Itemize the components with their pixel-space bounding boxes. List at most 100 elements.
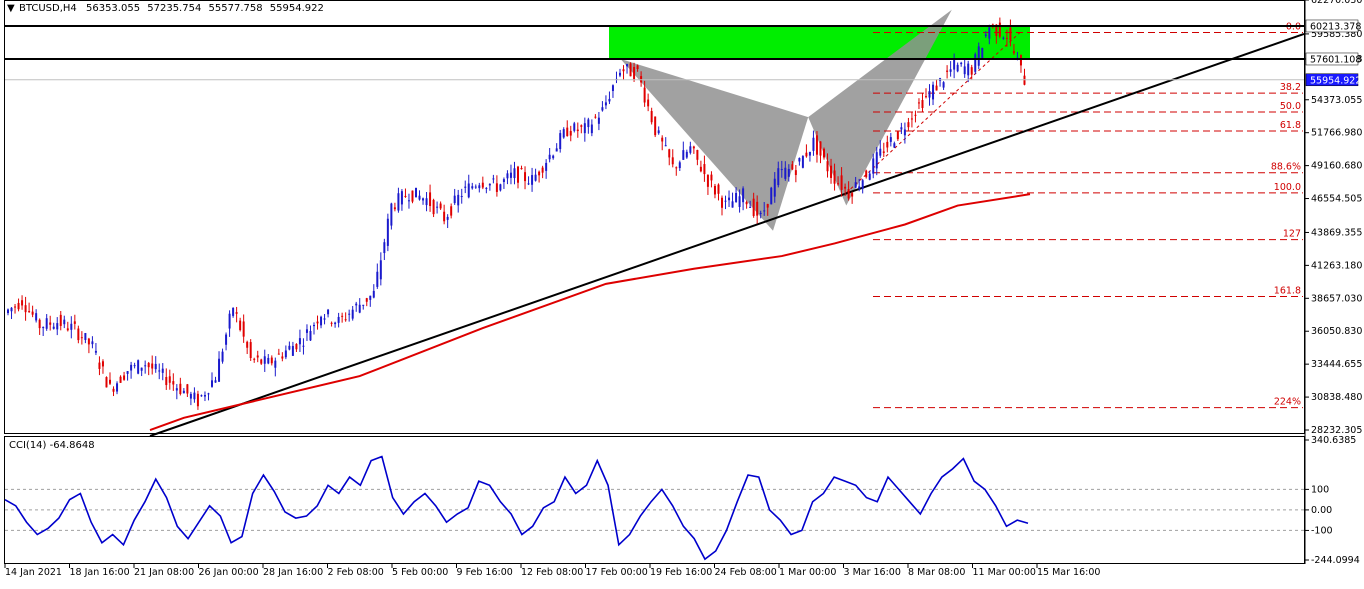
time-tick-label-10: 19 Feb 16:00 (650, 567, 712, 578)
candle-body (175, 388, 178, 391)
candle-body (921, 100, 924, 109)
price-tick-label-7: 43869.355 (1311, 227, 1362, 238)
cci-line (4, 455, 1029, 561)
time-tick-label-11: 24 Feb 08:00 (715, 567, 777, 578)
candle-body (123, 375, 126, 380)
candles-layer (7, 17, 1026, 410)
candle-body (341, 315, 344, 317)
candle-body (263, 356, 266, 364)
candle-body (383, 242, 386, 254)
candle-body (875, 152, 878, 169)
candle-body (327, 309, 330, 315)
candle-body (963, 66, 966, 75)
candle-body (932, 84, 935, 100)
candle-body (390, 203, 393, 226)
candle-body (21, 300, 24, 306)
candle-body (925, 96, 927, 98)
candle-body (742, 188, 745, 203)
candle-body (766, 204, 769, 208)
candle-body (886, 141, 889, 148)
candle-body (179, 383, 182, 394)
candle-body (1005, 37, 1008, 39)
candle-body (84, 333, 87, 340)
candle-body (218, 358, 221, 382)
candle-body (794, 170, 797, 176)
symbol-dropdown-icon[interactable]: ▼ (7, 3, 15, 14)
candle-body (140, 367, 143, 371)
candle-body (151, 363, 154, 369)
candle-body (481, 182, 484, 188)
candle-body (256, 355, 259, 358)
candle-body (879, 148, 882, 156)
price-tick-label-5: 49160.680 (1311, 161, 1362, 172)
candle-body (812, 137, 815, 151)
candle-body (130, 364, 133, 371)
candle-body (823, 148, 825, 158)
price-tags-layer: 60213.378 57601.108 55954.922 (1305, 19, 1361, 86)
candle-body (601, 107, 604, 111)
candle-body (260, 359, 263, 364)
cci-tick-label-0: 340.6385 (1311, 435, 1356, 446)
time-tick-label-14: 8 Mar 08:00 (908, 567, 965, 578)
candle-body (274, 360, 277, 368)
candle-body (833, 170, 836, 184)
candle-body (981, 47, 984, 60)
candle-body (203, 395, 206, 397)
candle-body (439, 203, 442, 209)
price-tick-label-6: 46554.505 (1311, 194, 1362, 205)
candle-body (756, 201, 759, 216)
candle-body (193, 392, 196, 400)
candle-body (541, 167, 544, 173)
candle-body (66, 328, 69, 331)
candle-body (488, 183, 491, 186)
candle-body (728, 197, 731, 201)
candle-body (228, 313, 231, 329)
candle-body (724, 200, 727, 202)
candle-body (770, 187, 773, 205)
candle-body (974, 54, 977, 72)
candle-body (379, 260, 382, 280)
price-tick-label-1: 59585.380 (1311, 29, 1362, 40)
candle-body (865, 170, 868, 178)
candle-body (144, 365, 147, 367)
candle-body (436, 206, 439, 208)
candle-body (668, 149, 671, 158)
candle-body (830, 165, 833, 178)
candle-body (284, 350, 287, 358)
header-close: 55954.922 (270, 3, 324, 14)
candle-body (942, 82, 945, 88)
candle-body (851, 193, 854, 197)
candle-body (538, 171, 541, 176)
candle-body (365, 298, 368, 302)
candle-body (531, 175, 534, 185)
candle-body (573, 123, 576, 131)
price-tick-label-11: 33444.655 (1311, 359, 1362, 370)
candle-body (590, 124, 593, 134)
candle-body (316, 321, 319, 324)
chart-header: BTCUSD,H4 56353.055 57235.754 55577.758 … (19, 3, 324, 14)
price-tick-label-8: 41263.180 (1311, 260, 1362, 271)
price-tick-label-3: 54373.055 (1311, 95, 1362, 106)
candle-body (995, 24, 998, 37)
candle-body (805, 152, 808, 157)
candle-body (28, 311, 31, 313)
ascending-trendline (149, 32, 1305, 437)
candle-body (910, 118, 913, 120)
candle-body (17, 302, 20, 310)
candle-body (369, 295, 372, 300)
price-tick-label-4: 51766.980 (1311, 128, 1362, 139)
candle-body (288, 345, 291, 350)
time-tick-label-12: 1 Mar 00:00 (779, 567, 836, 578)
candle-body (320, 316, 323, 326)
candle-body (450, 206, 453, 216)
candle-body (172, 381, 175, 385)
candle-body (42, 327, 45, 329)
time-tick-label-9: 17 Feb 00:00 (586, 567, 648, 578)
price-tick-label-0: 62270.030 (1311, 0, 1362, 6)
candle-body (509, 172, 512, 178)
candle-body (650, 111, 653, 123)
moving-average-layer (149, 193, 1031, 431)
candle-body (295, 343, 298, 350)
candle-body (798, 158, 801, 162)
